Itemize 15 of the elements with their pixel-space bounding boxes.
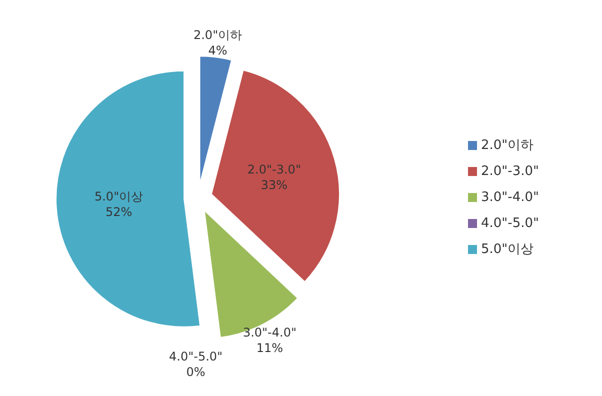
text: 0% bbox=[186, 364, 206, 379]
data-label: 4% bbox=[208, 43, 228, 58]
slice-label: 3.0"-4.0" bbox=[242, 325, 297, 340]
legend-label: 5.0"이상 bbox=[481, 242, 534, 257]
data-label: 33% bbox=[260, 178, 288, 192]
slice-label: 2.0"-3.0" bbox=[247, 162, 301, 176]
slice-label: 5.0"이상 bbox=[94, 190, 144, 204]
data-label: 11% bbox=[256, 340, 284, 355]
legend-label: 4.0"-5.0" bbox=[481, 216, 539, 231]
slice-label: 2.0"이하 bbox=[194, 28, 242, 42]
category-label: 4.0"-5.0" bbox=[169, 349, 223, 364]
legend-label: 2.0"이하 bbox=[481, 138, 534, 153]
data-label: 52% bbox=[105, 205, 132, 220]
legend-label: 2.0"-3.0" bbox=[481, 164, 539, 179]
legend-label: 3.0"-4.0" bbox=[481, 190, 539, 205]
